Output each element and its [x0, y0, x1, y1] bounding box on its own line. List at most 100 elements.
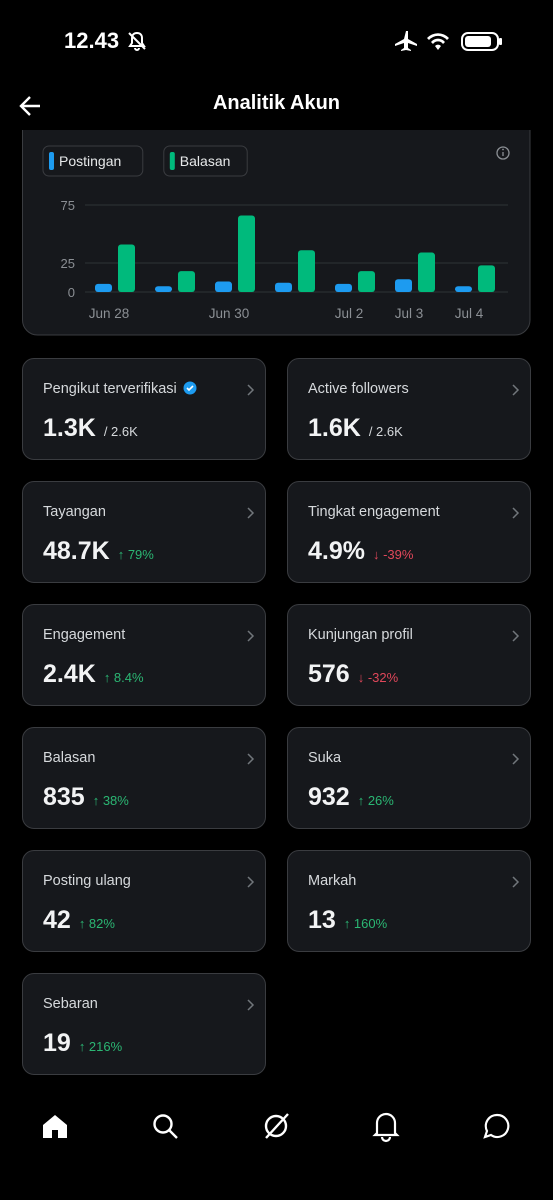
bar: [118, 244, 135, 292]
metric-value: 13 ↑ 160%: [308, 906, 387, 935]
legend-box: [163, 145, 248, 177]
y-tick-label: 0: [68, 285, 75, 300]
metric-number: 19: [43, 1029, 71, 1057]
bar: [418, 252, 435, 292]
x-tick-label: Jul 4: [455, 306, 484, 321]
metric-label: Posting ulang: [43, 873, 131, 889]
bar: [335, 283, 352, 292]
metric-number: 835: [43, 783, 85, 811]
metric-label: Pengikut terverifikasi: [43, 381, 197, 397]
legend-label: Postingan: [59, 153, 121, 169]
info-icon[interactable]: [496, 146, 510, 160]
bottom-nav: [43, 1112, 510, 1143]
metric-value: 19 ↑ 216%: [43, 1029, 122, 1058]
metric-card[interactable]: Tingkat engagement 4.9% ↓ -39%: [287, 481, 531, 583]
metric-change: ↓ -32%: [357, 670, 399, 685]
metric-label: Balasan: [43, 750, 96, 766]
bar: [275, 282, 292, 292]
status-time: 12.43: [64, 28, 120, 53]
metric-card[interactable]: Markah 13 ↑ 160%: [287, 850, 531, 952]
bar: [178, 271, 195, 292]
bar: [358, 271, 375, 292]
x-tick-label: Jun 30: [209, 306, 250, 321]
metric-card[interactable]: Suka 932 ↑ 26%: [287, 727, 531, 829]
metric-label: Sebaran: [43, 996, 98, 1012]
metric-card[interactable]: Tayangan 48.7K ↑ 79%: [22, 481, 266, 583]
metric-value: 932 ↑ 26%: [308, 783, 394, 812]
metric-value: 1.6K / 2.6K: [308, 414, 403, 443]
bar: [395, 279, 412, 292]
metric-number: 2.4K: [43, 660, 96, 688]
metric-label: Active followers: [308, 381, 409, 397]
metric-card[interactable]: Kunjungan profil 576 ↓ -32%: [287, 604, 531, 706]
legend-swatch: [49, 152, 54, 170]
chevron: [247, 630, 255, 642]
metric-number: 13: [308, 906, 336, 934]
metric-change: ↑ 216%: [78, 1039, 123, 1054]
metric-change: ↓ -39%: [372, 547, 414, 562]
home-tab[interactable]: [43, 1115, 67, 1138]
metric-change: ↑ 26%: [357, 793, 394, 808]
y-tick-label: 75: [61, 198, 75, 213]
back-button[interactable]: [18, 94, 44, 118]
metric-card[interactable]: Active followers 1.6K / 2.6K: [287, 358, 531, 460]
search-tab[interactable]: [153, 1114, 178, 1139]
metric-number: 1.6K: [308, 414, 361, 442]
messages-tab[interactable]: [483, 1113, 510, 1139]
metric-number: 1.3K: [43, 414, 96, 442]
metric-value: 2.4K ↑ 8.4%: [43, 660, 144, 689]
chevron: [247, 507, 255, 519]
mute-icon: [128, 31, 146, 51]
metric-card[interactable]: Engagement 2.4K ↑ 8.4%: [22, 604, 266, 706]
metric-label: Markah: [308, 873, 357, 889]
metric-change: ↑ 160%: [343, 916, 388, 931]
chart-card: Postingan Balasan 0 25 75 Jun 28 Jun 30 Jul 2 Ju…: [22, 130, 531, 336]
metric-number: 4.9%: [308, 537, 365, 565]
chevron: [512, 507, 520, 519]
metric-total: / 2.6K: [103, 424, 138, 439]
metric-change: ↑ 82%: [78, 916, 115, 931]
metric-value: 1.3K / 2.6K: [43, 414, 138, 443]
metric-number: 932: [308, 783, 350, 811]
metric-value: 4.9% ↓ -39%: [308, 537, 413, 566]
chevron: [512, 753, 520, 765]
metric-card[interactable]: Pengikut terverifikasi 1.3K / 2.6K: [22, 358, 266, 460]
metric-label: Tayangan: [43, 504, 106, 520]
bar: [95, 283, 112, 292]
bar: [215, 281, 232, 292]
metric-number: 48.7K: [43, 537, 110, 565]
bar: [298, 250, 315, 292]
metric-total: / 2.6K: [368, 424, 403, 439]
legend-swatch: [169, 152, 175, 170]
metric-value: 48.7K ↑ 79%: [43, 537, 154, 566]
metric-value: 835 ↑ 38%: [43, 783, 129, 812]
metric-label: Tingkat engagement: [308, 504, 440, 520]
grok-tab[interactable]: [264, 1113, 289, 1139]
metric-label: Suka: [308, 750, 342, 766]
x-tick-label: Jun 28: [89, 306, 130, 321]
metric-card[interactable]: Sebaran 19 ↑ 216%: [22, 973, 266, 1075]
metric-value: 576 ↓ -32%: [308, 660, 398, 689]
bar: [155, 286, 172, 292]
legend-box: [42, 145, 144, 177]
metric-card[interactable]: Balasan 835 ↑ 38%: [22, 727, 266, 829]
metric-change: ↑ 79%: [117, 547, 154, 562]
status-icons: [395, 31, 502, 51]
chevron: [512, 876, 520, 888]
metric-value: 42 ↑ 82%: [43, 906, 115, 935]
metric-change: ↑ 8.4%: [103, 670, 144, 685]
chevron: [247, 384, 255, 396]
bar: [455, 286, 472, 292]
bar: [478, 265, 495, 292]
metric-number: 42: [43, 906, 71, 934]
verified-badge: [183, 381, 197, 395]
chevron: [512, 384, 520, 396]
metric-label: Engagement: [43, 627, 126, 643]
notifications-tab[interactable]: [372, 1112, 400, 1143]
page-title: Analitik Akun: [212, 92, 341, 114]
metric-card[interactable]: Posting ulang 42 ↑ 82%: [22, 850, 266, 952]
metric-label: Kunjungan profil: [308, 627, 413, 643]
y-tick-label: 25: [61, 256, 75, 271]
x-tick-label: Jul 3: [395, 306, 424, 321]
